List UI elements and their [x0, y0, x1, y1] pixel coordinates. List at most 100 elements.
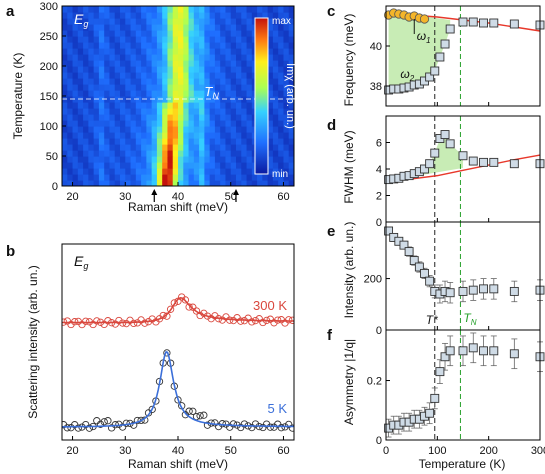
heatmap-cell	[272, 54, 279, 61]
heatmap-cell	[272, 180, 279, 186]
heatmap-cell	[72, 174, 79, 181]
heatmap-cell	[188, 168, 195, 175]
panel-e: 0 200 T* TN Intensity (arb. un.)	[342, 221, 545, 337]
heatmap-cell	[199, 156, 205, 163]
heatmap-cell	[98, 72, 105, 79]
heatmap-cell	[88, 174, 95, 181]
heatmap-cell	[204, 12, 211, 19]
heatmap-cell	[130, 60, 137, 67]
heatmap-cell	[225, 18, 232, 25]
heatmap-cell	[199, 132, 205, 139]
heatmap-cell	[178, 180, 184, 186]
heatmap-cell	[98, 180, 105, 186]
heatmap-cell	[199, 30, 205, 37]
series-label-5k: 5 K	[267, 401, 287, 416]
heatmap-cell	[120, 48, 126, 55]
heatmap-cell	[146, 108, 153, 115]
data-point	[458, 346, 468, 356]
heatmap-cell	[209, 150, 216, 157]
heatmap-cell	[230, 42, 237, 49]
heatmap-cell	[251, 180, 258, 186]
panel-label-e: e	[327, 223, 335, 240]
heatmap-cell	[72, 30, 79, 37]
x-tick-label: 20	[66, 445, 78, 457]
heatmap-cell	[93, 30, 100, 37]
heatmap-cell	[267, 162, 274, 169]
heatmap-cell	[267, 30, 274, 37]
heatmap-cell	[278, 162, 285, 169]
heatmap-cell	[141, 144, 147, 151]
heatmap-cell	[93, 156, 100, 163]
heatmap-cell	[178, 18, 184, 25]
heatmap-cell	[230, 174, 237, 181]
heatmap-cell	[178, 132, 184, 139]
heatmap-cell	[278, 174, 285, 181]
heatmap-cell	[88, 114, 95, 121]
heatmap-cell	[241, 66, 248, 73]
heatmap-cell	[246, 12, 253, 19]
heatmap-cell	[77, 156, 84, 163]
heatmap-cell	[288, 66, 294, 73]
heatmap-cell	[172, 60, 179, 67]
heatmap-cell	[77, 48, 84, 55]
heatmap-cell	[88, 156, 95, 163]
heatmap-cell	[209, 138, 216, 145]
heatmap-cell	[83, 90, 89, 97]
data-point	[445, 288, 455, 298]
heatmap-cell	[141, 72, 147, 79]
heatmap-cell	[104, 18, 111, 25]
heatmap-cell	[130, 180, 137, 186]
heatmap-cell	[130, 78, 137, 85]
heatmap-cell	[167, 150, 174, 157]
heatmap-cell	[135, 174, 142, 181]
heatmap-cell	[183, 84, 190, 91]
data-point	[509, 19, 519, 29]
data-point	[404, 247, 414, 257]
heatmap-cell	[188, 42, 195, 49]
heatmap-cell	[151, 162, 158, 169]
heatmap-cell	[188, 114, 195, 121]
heatmap-cell	[220, 24, 227, 31]
data-point	[399, 240, 409, 250]
heatmap-cell	[98, 36, 105, 43]
heatmap-cell	[220, 36, 227, 43]
heatmap-cell	[135, 36, 142, 43]
heatmap-cell	[283, 42, 290, 49]
data-point	[430, 148, 440, 158]
heatmap-cell	[162, 72, 169, 79]
heatmap-cell	[183, 180, 190, 186]
heatmap-cell	[88, 6, 95, 13]
heatmap-cell	[83, 18, 89, 25]
data-point	[384, 226, 394, 236]
heatmap-cell	[204, 132, 211, 139]
heatmap-cell	[109, 114, 116, 121]
heatmap-cell	[114, 120, 121, 127]
panel-c-ylabel: Frequency (meV)	[342, 14, 356, 107]
heatmap-cell	[188, 18, 195, 25]
heatmap-cell	[267, 6, 274, 13]
heatmap-cell	[67, 72, 74, 79]
heatmap-cell	[162, 174, 169, 181]
heatmap-cell	[193, 6, 200, 13]
heatmap-cell	[125, 12, 132, 19]
heatmap-cell	[246, 150, 253, 157]
heatmap-cell	[93, 126, 100, 133]
heatmap-cell	[193, 174, 200, 181]
heatmap-cell	[214, 78, 221, 85]
heatmap-cell	[130, 96, 137, 103]
heatmap-cell	[172, 102, 179, 109]
heatmap-cell	[214, 114, 221, 121]
heatmap-cell	[156, 138, 163, 145]
heatmap-cell	[62, 42, 68, 49]
heatmap-cell	[151, 12, 158, 19]
heatmap-cell	[109, 6, 116, 13]
heatmap-cell	[93, 60, 100, 67]
heatmap-cell	[236, 138, 242, 145]
heatmap-cell	[214, 54, 221, 61]
heatmap-symmetry-label: Eg	[74, 11, 88, 29]
data-point	[489, 284, 499, 294]
heatmap-cell	[267, 90, 274, 97]
heatmap-cell	[98, 174, 105, 181]
heatmap-cell	[93, 72, 100, 79]
